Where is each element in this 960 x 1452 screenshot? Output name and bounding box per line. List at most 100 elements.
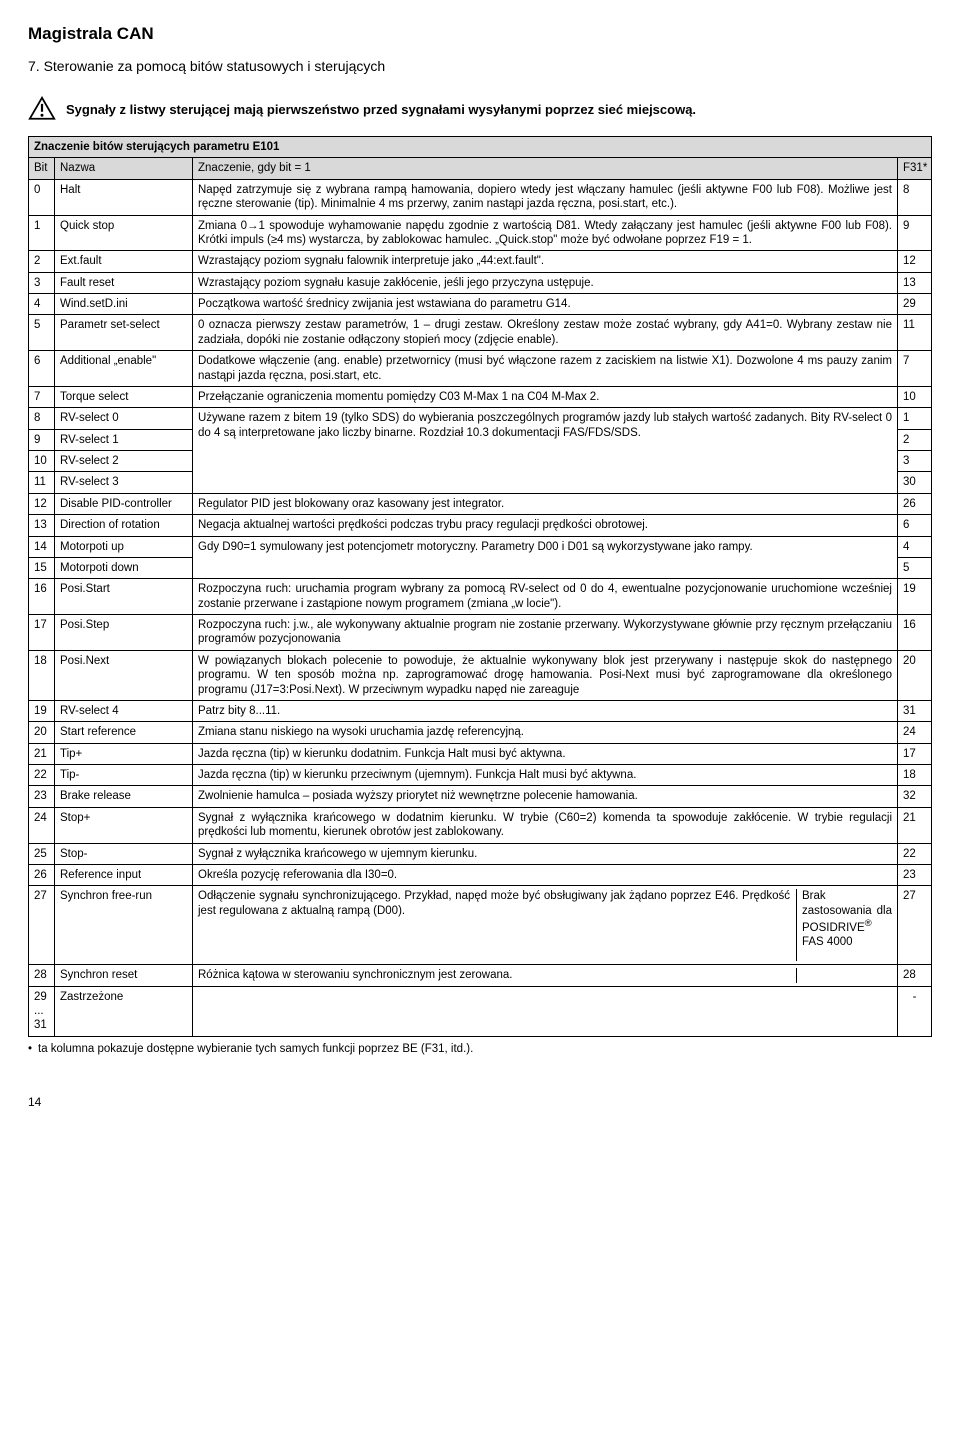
table-row: 22Tip-Jazda ręczna (tip) w kierunku prze… xyxy=(29,765,932,786)
table-cell: 2 xyxy=(898,429,932,450)
table-title-row: Znaczenie bitów sterujących parametru E1… xyxy=(29,137,932,158)
table-cell: Quick stop xyxy=(55,215,193,251)
table-header-row: Bit Nazwa Znaczenie, gdy bit = 1 F31* xyxy=(29,158,932,179)
table-cell: 18 xyxy=(29,650,55,700)
table-cell: Określa pozycję referowania dla I30=0. xyxy=(193,864,898,885)
table-cell: 1 xyxy=(29,215,55,251)
col-f31-header: F31* xyxy=(898,158,932,179)
table-cell: 12 xyxy=(898,251,932,272)
table-cell: 19 xyxy=(29,700,55,721)
table-cell: Torque select xyxy=(55,386,193,407)
table-cell: Halt xyxy=(55,179,193,215)
table-cell xyxy=(193,986,898,1036)
table-row: 27 Synchron free-runOdłączenie sygnału sy… xyxy=(29,886,932,965)
table-cell: 23 xyxy=(898,864,932,885)
table-cell: 4 xyxy=(29,294,55,315)
table-cell: Stop- xyxy=(55,843,193,864)
table-cell: 9 xyxy=(898,215,932,251)
table-title: Znaczenie bitów sterujących parametru E1… xyxy=(29,137,932,158)
table-cell: 23 xyxy=(29,786,55,807)
table-cell: Additional „enable" xyxy=(55,351,193,387)
table-row: 13Direction of rotationNegacja aktualnej… xyxy=(29,515,932,536)
table-cell: Reference input xyxy=(55,864,193,885)
table-cell: Dodatkowe włączenie (ang. enable) przetw… xyxy=(193,351,898,387)
table-cell: 22 xyxy=(29,765,55,786)
table-cell: 8 xyxy=(29,408,55,429)
table-cell: 0 oznacza pierwszy zestaw parametrów, 1 … xyxy=(193,315,898,351)
table-cell: Posi.Start xyxy=(55,579,193,615)
table-row: 12Disable PID-controllerRegulator PID je… xyxy=(29,493,932,514)
table-cell: Direction of rotation xyxy=(55,515,193,536)
table-row: 4Wind.setD.iniPoczątkowa wartość średnic… xyxy=(29,294,932,315)
table-cell: Fault reset xyxy=(55,272,193,293)
table-cell: 1 xyxy=(898,408,932,429)
table-row: 17Posi.StepRozpoczyna ruch: j.w., ale wy… xyxy=(29,615,932,651)
table-cell: 21 xyxy=(898,807,932,843)
table-cell: 9 xyxy=(29,429,55,450)
table-cell: RV-select 4 xyxy=(55,700,193,721)
table-row: 18Posi.NextW powiązanych blokach polecen… xyxy=(29,650,932,700)
table-cell: 28 xyxy=(29,965,55,986)
side-note: Brak zastosowania dla POSIDRIVE® FAS 400… xyxy=(796,889,892,961)
table-cell: Tip- xyxy=(55,765,193,786)
table-cell: Motorpoti down xyxy=(55,557,193,578)
table-row: 20Start referenceZmiana stanu niskiego n… xyxy=(29,722,932,743)
table-cell: Synchron free-run xyxy=(55,886,193,965)
table-row: 24Stop+Sygnał z wyłącznika krańcowego w … xyxy=(29,807,932,843)
table-cell: 16 xyxy=(29,579,55,615)
table-cell: 22 xyxy=(898,843,932,864)
table-cell: RV-select 0 xyxy=(55,408,193,429)
table-cell: Tip+ xyxy=(55,743,193,764)
table-cell: 29 ... 31 xyxy=(29,986,55,1036)
table-cell: Używane razem z bitem 19 (tylko SDS) do … xyxy=(193,408,898,494)
table-row: 6Additional „enable"Dodatkowe włączenie … xyxy=(29,351,932,387)
table-row: 28Synchron resetRóżnica kątowa w sterowa… xyxy=(29,965,932,986)
table-cell: Różnica kątowa w sterowaniu synchroniczn… xyxy=(193,965,898,986)
table-cell: 21 xyxy=(29,743,55,764)
table-cell: RV-select 1 xyxy=(55,429,193,450)
table-cell: Patrz bity 8...11. xyxy=(193,700,898,721)
table-cell: Odłączenie sygnału synchronizującego. Pr… xyxy=(193,886,898,965)
table-cell: 19 xyxy=(898,579,932,615)
table-cell: 3 xyxy=(898,451,932,472)
table-cell: 25 xyxy=(29,843,55,864)
table-cell: 32 xyxy=(898,786,932,807)
table-cell: 17 xyxy=(898,743,932,764)
table-cell: 24 xyxy=(898,722,932,743)
table-row: 19RV-select 4Patrz bity 8...11.31 xyxy=(29,700,932,721)
table-row: 2Ext.faultWzrastający poziom sygnału fal… xyxy=(29,251,932,272)
table-cell: Jazda ręczna (tip) w kierunku dodatnim. … xyxy=(193,743,898,764)
table-cell: Regulator PID jest blokowany oraz kasowa… xyxy=(193,493,898,514)
table-cell: 0 xyxy=(29,179,55,215)
table-row: 3Fault resetWzrastający poziom sygnału k… xyxy=(29,272,932,293)
table-cell: 11 xyxy=(29,472,55,493)
table-cell: Stop+ xyxy=(55,807,193,843)
table-cell: 20 xyxy=(898,650,932,700)
table-cell: 26 xyxy=(29,864,55,885)
table-row: 1Quick stopZmiana 0→1 spowoduje wyhamowa… xyxy=(29,215,932,251)
table-cell: Jazda ręczna (tip) w kierunku przeciwnym… xyxy=(193,765,898,786)
table-cell: 20 xyxy=(29,722,55,743)
table-cell: 31 xyxy=(898,700,932,721)
col-name-header: Nazwa xyxy=(55,158,193,179)
table-cell: 6 xyxy=(29,351,55,387)
table-cell: Napęd zatrzymuje się z wybrana rampą ham… xyxy=(193,179,898,215)
table-cell: 10 xyxy=(29,451,55,472)
table-cell: 7 xyxy=(898,351,932,387)
table-cell: 18 xyxy=(898,765,932,786)
table-cell: Disable PID-controller xyxy=(55,493,193,514)
table-row: 7Torque selectPrzełączanie ograniczenia … xyxy=(29,386,932,407)
warning-box: Sygnały z listwy sterującej mają pierwsz… xyxy=(28,96,932,122)
table-cell: Wind.setD.ini xyxy=(55,294,193,315)
table-cell: - xyxy=(898,986,932,1036)
table-cell: Posi.Step xyxy=(55,615,193,651)
section-heading: 7. Sterowanie za pomocą bitów statusowyc… xyxy=(28,58,932,74)
col-bit-header: Bit xyxy=(29,158,55,179)
table-row: 5Parametr set-select0 oznacza pierwszy z… xyxy=(29,315,932,351)
table-cell: Rozpoczyna ruch: uruchamia program wybra… xyxy=(193,579,898,615)
table-cell: 27 xyxy=(898,886,932,965)
cell-text: Różnica kątowa w sterowaniu synchroniczn… xyxy=(198,968,790,982)
footnote: •ta kolumna pokazuje dostępne wybieranie… xyxy=(28,1043,932,1055)
table-cell: 17 xyxy=(29,615,55,651)
table-cell: Gdy D90=1 symulowany jest potencjometr m… xyxy=(193,536,898,579)
